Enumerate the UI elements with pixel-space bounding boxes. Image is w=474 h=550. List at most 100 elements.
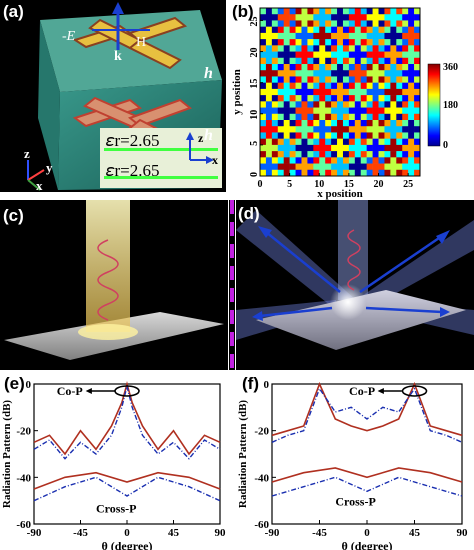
permittivity-lower-label: 𝜀r=2.65 bbox=[106, 161, 159, 180]
heatmap-cell bbox=[325, 32, 332, 40]
heatmap-cell bbox=[307, 14, 314, 21]
heatmap-cell bbox=[313, 26, 320, 34]
heatmap-cell bbox=[277, 126, 285, 133]
heatmap-cell bbox=[313, 8, 320, 15]
heatmap-cell bbox=[396, 45, 403, 52]
y-tick-label: 5 bbox=[249, 141, 260, 146]
heatmap-cell bbox=[283, 132, 290, 139]
heatmap-xlabel: x position bbox=[317, 188, 363, 200]
heatmap-cell bbox=[360, 45, 367, 52]
heatmap-cell bbox=[378, 57, 385, 65]
heatmap-cell bbox=[325, 132, 332, 139]
heatmap-cell bbox=[408, 26, 415, 34]
heatmap-cell bbox=[372, 169, 379, 177]
heatmap-cell bbox=[337, 163, 344, 171]
heatmap-cell bbox=[289, 8, 296, 15]
heatmap-cell bbox=[289, 163, 296, 171]
heatmap-cell bbox=[325, 101, 332, 108]
heatmap-cell bbox=[283, 51, 290, 59]
heatmap-cell bbox=[378, 76, 385, 83]
heatmap-cell bbox=[319, 163, 326, 171]
heatmap-ylabel: y position bbox=[231, 69, 243, 115]
heatmap-cell bbox=[354, 138, 362, 146]
heatmap-cell bbox=[265, 76, 273, 83]
heatmap-cell bbox=[396, 113, 403, 121]
heatmap-cell bbox=[372, 82, 379, 90]
heatmap-cell bbox=[277, 120, 285, 127]
heatmap-cell bbox=[414, 95, 421, 102]
heatmap-cell bbox=[260, 157, 267, 164]
heatmap-cell bbox=[402, 8, 409, 15]
heatmap-cell bbox=[319, 169, 326, 177]
heatmap-cell bbox=[319, 157, 326, 164]
heatmap-cell bbox=[283, 39, 290, 46]
heatmap-cell bbox=[325, 151, 332, 158]
heatmap-cell bbox=[354, 144, 362, 152]
heatmap-cell bbox=[283, 163, 290, 171]
heatmap-cell bbox=[331, 45, 338, 52]
heatmap-cell bbox=[342, 113, 350, 121]
heatmap-cell bbox=[372, 20, 379, 27]
heatmap-cell bbox=[396, 82, 403, 90]
heatmap-cell bbox=[295, 76, 302, 83]
heatmap-cell bbox=[360, 101, 367, 108]
heatmap-cell bbox=[360, 144, 367, 152]
heatmap-cell bbox=[265, 20, 273, 27]
heatmap-cell bbox=[408, 82, 415, 90]
heatmap-cell bbox=[360, 8, 367, 15]
copol-series-line bbox=[271, 467, 463, 483]
heatmap-cell bbox=[271, 8, 279, 15]
heatmap-cell bbox=[372, 138, 379, 146]
heatmap-cell bbox=[260, 151, 267, 158]
heatmap-cell bbox=[289, 151, 296, 158]
heatmap-cell bbox=[342, 120, 350, 127]
heatmap-cell bbox=[354, 64, 362, 71]
heatmap-cell bbox=[402, 70, 409, 77]
heatmap-cell bbox=[325, 88, 332, 96]
heatmap-cell bbox=[337, 151, 344, 158]
heatmap-cell bbox=[331, 138, 338, 146]
heatmap-cell bbox=[289, 70, 296, 77]
heatmap-cell bbox=[402, 32, 409, 40]
inset-axis-x-label: x bbox=[212, 153, 218, 167]
heatmap-cell bbox=[337, 120, 344, 127]
heatmap-cell bbox=[260, 169, 267, 177]
heatmap-cell bbox=[271, 20, 279, 27]
heatmap-cell bbox=[319, 132, 326, 139]
heatmap-cell bbox=[331, 88, 338, 96]
heatmap-cell bbox=[372, 8, 379, 15]
heatmap-cell bbox=[301, 14, 308, 21]
heatmap-cell bbox=[283, 101, 290, 108]
heatmap-cell bbox=[408, 14, 415, 21]
heatmap-cell bbox=[372, 32, 379, 40]
heatmap-cell bbox=[396, 88, 403, 96]
heatmap-cell bbox=[319, 144, 326, 152]
upper-thickness-label: h bbox=[204, 65, 213, 82]
heatmap-cell bbox=[313, 64, 320, 71]
heatmap-cell bbox=[331, 101, 338, 108]
heatmap-cell bbox=[390, 95, 397, 102]
heatmap-cell bbox=[378, 151, 385, 158]
heatmap-cell bbox=[354, 20, 362, 27]
heatmap-cell bbox=[360, 151, 367, 158]
heatmap-cell bbox=[396, 8, 403, 15]
heatmap-cell bbox=[354, 8, 362, 15]
heatmap-cell bbox=[331, 20, 338, 27]
heatmap-cell bbox=[301, 126, 308, 133]
heatmap-cell bbox=[372, 64, 379, 71]
heatmap-cell bbox=[342, 157, 350, 164]
heatmap-cell bbox=[348, 26, 356, 34]
heatmap-cell bbox=[283, 57, 290, 65]
heatmap-cell bbox=[384, 70, 391, 77]
heatmap-cell bbox=[295, 82, 302, 90]
heatmap-cell bbox=[360, 113, 367, 121]
crosspol-series-line bbox=[271, 387, 463, 443]
heatmap-cell bbox=[342, 64, 350, 71]
heatmap-cell bbox=[265, 101, 273, 108]
heatmap-cell bbox=[408, 20, 415, 27]
heatmap-cell bbox=[354, 45, 362, 52]
heatmap-cell bbox=[354, 70, 362, 77]
heatmap-cell bbox=[342, 39, 350, 46]
heatmap-cell bbox=[271, 76, 279, 83]
heatmap-cell bbox=[289, 39, 296, 46]
